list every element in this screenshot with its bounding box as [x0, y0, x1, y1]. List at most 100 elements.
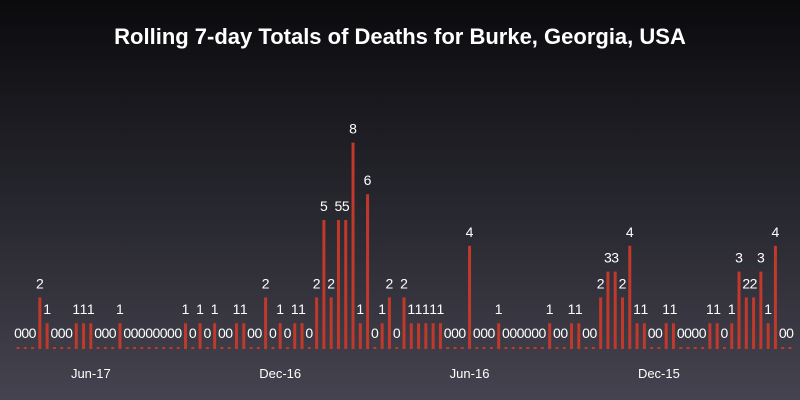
data-label: 0	[502, 325, 510, 341]
bar	[730, 323, 734, 349]
data-label: 1	[670, 301, 678, 317]
bar	[336, 220, 340, 349]
bar	[591, 347, 595, 349]
data-label: 0	[189, 325, 197, 341]
bar	[16, 347, 20, 349]
bar	[387, 297, 391, 349]
data-label: 0	[721, 325, 729, 341]
data-label: 0	[225, 325, 233, 341]
data-label: 2	[742, 275, 750, 291]
data-label: 0	[218, 325, 226, 341]
bar	[176, 347, 180, 349]
bar	[519, 347, 523, 349]
bar	[693, 347, 697, 349]
bar	[191, 347, 195, 349]
data-label: 1	[415, 301, 423, 317]
bar	[169, 347, 173, 349]
data-label: 0	[160, 325, 168, 341]
data-label: 1	[298, 301, 306, 317]
x-tick-label: Jun-16	[450, 366, 490, 381]
data-label: 0	[131, 325, 139, 341]
bar	[548, 323, 552, 349]
data-label: 2	[400, 275, 408, 291]
data-label: 1	[211, 301, 219, 317]
bar	[285, 347, 289, 349]
bar	[256, 347, 260, 349]
data-label: 0	[488, 325, 496, 341]
data-label: 1	[575, 301, 583, 317]
bar	[489, 347, 493, 349]
data-label: 2	[597, 275, 605, 291]
bar	[395, 347, 399, 349]
bar	[650, 347, 654, 349]
data-label: 2	[327, 275, 335, 291]
x-tick-label: Dec-15	[638, 366, 680, 381]
data-label: 6	[364, 172, 372, 188]
data-label: 4	[466, 224, 474, 240]
bar	[511, 347, 515, 349]
data-label: 1	[713, 301, 721, 317]
data-label: 1	[72, 301, 80, 317]
data-label: 0	[269, 325, 277, 341]
data-label: 2	[313, 275, 321, 291]
bar	[664, 323, 668, 349]
bar	[366, 194, 370, 349]
bar	[111, 347, 115, 349]
data-label: 0	[102, 325, 110, 341]
data-label: 3	[604, 250, 612, 266]
bar	[220, 347, 224, 349]
bar	[162, 347, 166, 349]
bar	[402, 297, 406, 349]
bar	[671, 323, 675, 349]
data-label: 0	[538, 325, 546, 341]
data-label: 0	[648, 325, 656, 341]
bar	[475, 347, 479, 349]
data-label: 3	[757, 250, 765, 266]
bar	[599, 297, 603, 349]
bar	[322, 220, 326, 349]
data-label: 1	[640, 301, 648, 317]
bar	[242, 323, 246, 349]
data-label: 1	[706, 301, 714, 317]
bar	[722, 347, 726, 349]
bar	[125, 347, 129, 349]
bar	[344, 220, 348, 349]
bar	[140, 347, 144, 349]
data-label: 0	[473, 325, 481, 341]
bar	[766, 323, 770, 349]
data-label: 1	[422, 301, 430, 317]
data-label: 0	[145, 325, 153, 341]
data-label: 1	[407, 301, 415, 317]
bar	[453, 347, 457, 349]
data-label: 0	[123, 325, 131, 341]
data-label: 1	[80, 301, 88, 317]
bar	[584, 347, 588, 349]
data-label: 1	[728, 301, 736, 317]
bar	[358, 323, 362, 349]
x-tick-label: Dec-16	[259, 366, 301, 381]
data-label: 0	[691, 325, 699, 341]
data-label: 4	[772, 224, 780, 240]
data-label: 0	[779, 325, 787, 341]
data-label: 0	[480, 325, 488, 341]
bar	[278, 323, 282, 349]
data-label: 0	[582, 325, 590, 341]
bar	[38, 297, 42, 349]
bar	[606, 271, 610, 349]
data-label: 0	[65, 325, 73, 341]
bar	[417, 323, 421, 349]
bar	[293, 323, 297, 349]
bar	[45, 323, 49, 349]
bar	[773, 245, 777, 349]
bar	[329, 297, 333, 349]
bar	[74, 323, 78, 349]
data-label: 0	[393, 325, 401, 341]
bar	[635, 323, 639, 349]
data-label: 0	[531, 325, 539, 341]
data-label: 0	[254, 325, 262, 341]
bar	[205, 347, 209, 349]
data-label: 1	[233, 301, 241, 317]
bar	[118, 323, 122, 349]
bar	[213, 323, 217, 349]
data-label: 2	[619, 275, 627, 291]
